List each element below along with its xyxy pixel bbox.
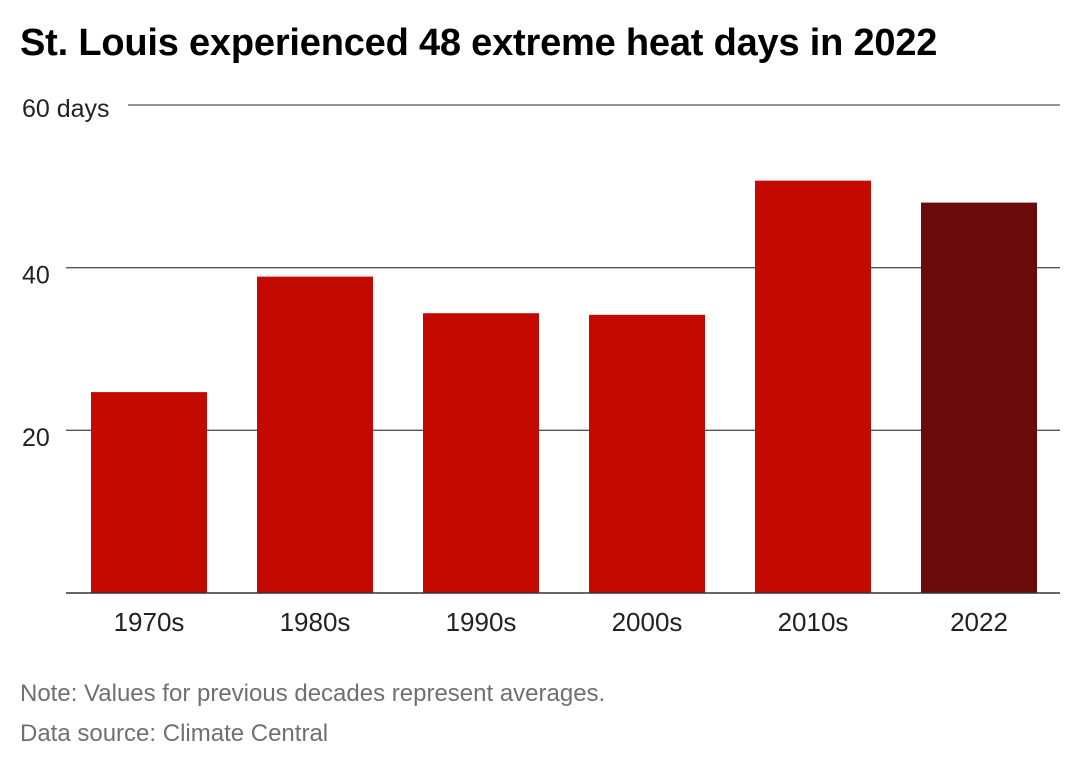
data-source: Data source: Climate Central (20, 720, 329, 747)
x-tick-label: 2000s (612, 607, 683, 637)
bar-1980s (257, 276, 373, 593)
chart-title: St. Louis experienced 48 extreme heat da… (20, 22, 938, 64)
x-axis-ticks: 1970s 1980s 1990s 2000s 2010s 2022 (114, 607, 1008, 637)
y-axis-ticks: 20 40 60 days (22, 95, 110, 452)
bar-2010s (755, 180, 871, 593)
y-tick-label: 40 (22, 261, 50, 289)
x-tick-label: 2010s (778, 607, 849, 637)
bar-1990s (423, 313, 539, 593)
x-tick-label: 1980s (280, 607, 351, 637)
bar-2022 (921, 202, 1037, 593)
x-tick-label: 1990s (446, 607, 517, 637)
bar-2000s (589, 314, 705, 593)
y-tick-label: 20 (22, 424, 50, 452)
x-tick-label: 1970s (114, 607, 185, 637)
y-tick-label: 60 days (22, 95, 110, 123)
x-tick-label: 2022 (950, 607, 1008, 637)
bars (91, 180, 1037, 593)
gridlines (66, 104, 1060, 431)
bar-1970s (91, 392, 207, 593)
chart-note: Note: Values for previous decades repres… (20, 680, 606, 707)
